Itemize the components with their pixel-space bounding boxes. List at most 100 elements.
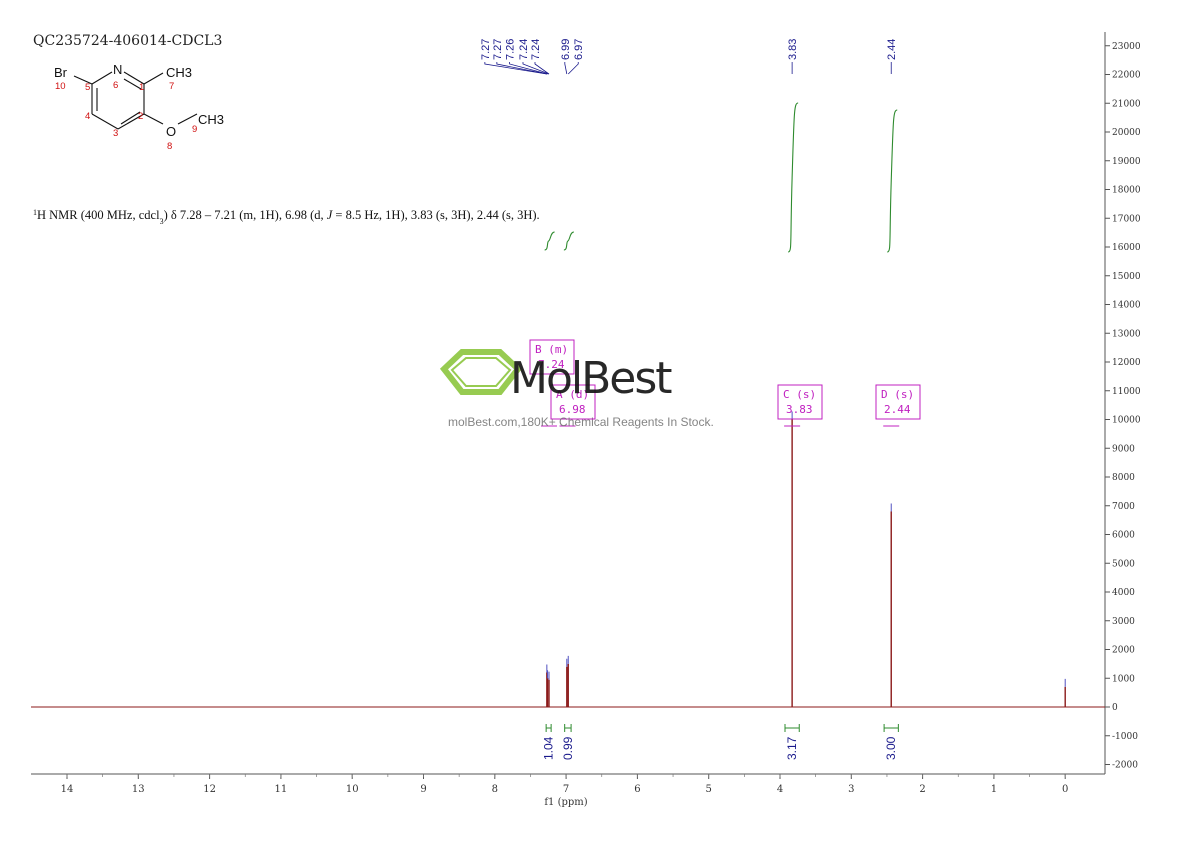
y-tick-label: 7000: [1112, 502, 1135, 512]
watermark-logo-inner-icon: [450, 357, 512, 387]
multiplet-letter: D (s): [881, 388, 914, 401]
x-tick-label: 13: [132, 784, 145, 795]
integral-value: 1.04: [542, 736, 556, 760]
y-tick-label: 23000: [1112, 42, 1141, 52]
description-italic: J: [327, 208, 334, 222]
atom-n: N: [113, 62, 122, 77]
x-tick-label: 5: [706, 784, 712, 795]
description-part2: ) δ 7.28 – 7.21 (m, 1H), 6.98 (d,: [164, 208, 327, 222]
y-tick-label: 14000: [1112, 301, 1141, 311]
atom-number-8: 8: [167, 141, 172, 152]
x-tick-label: 7: [563, 784, 569, 795]
y-tick-label: 3000: [1112, 617, 1135, 627]
y-tick-label: 0: [1112, 703, 1118, 713]
integral-value: 0.99: [561, 736, 575, 760]
y-tick-label: 21000: [1112, 99, 1141, 109]
y-tick-label: 12000: [1112, 358, 1141, 368]
integral-curve: [787, 102, 799, 253]
peak-label-leader: [509, 62, 548, 75]
multiplet-shift: 2.44: [884, 403, 911, 416]
peak-shift-label: 7.26: [505, 39, 517, 60]
integral-value: 3.17: [785, 736, 799, 760]
x-tick-label: 0: [1062, 784, 1068, 795]
molecule-structure: Br N CH3 O CH3 10 5 6 1 7 4 3 2 8 9: [54, 62, 224, 152]
integral-curve: [563, 231, 575, 251]
peak-shift-label: 7.27: [492, 39, 504, 60]
y-tick-label: 6000: [1112, 531, 1135, 541]
y-tick-label: -1000: [1112, 732, 1138, 742]
peak-shift-label: 7.24: [530, 39, 542, 60]
integral-curve: [544, 231, 555, 251]
integral-curve: [887, 109, 898, 253]
sample-title: QC235724-406014-CDCL3: [33, 33, 222, 49]
description-sup: 1: [33, 208, 37, 217]
multiplet-boxes: B (m) 7.24 A (d) 6.98 C (s) 3.83 D (s) 2.44: [529, 339, 921, 427]
y-tick-label: 11000: [1112, 387, 1141, 397]
atom-br: Br: [54, 65, 68, 80]
peak-labels: 7.27 7.27 7.26 7.24 7.24 6.99 6.97 3.83 2.44: [480, 39, 898, 75]
peak-label-leader: [484, 62, 547, 75]
peak-label-leader: [567, 62, 579, 75]
atom-number-10: 10: [55, 81, 66, 92]
peak-label-leader: [534, 62, 550, 75]
watermark-brand: MolBest: [510, 353, 672, 404]
peak-label-leader: [522, 62, 550, 75]
peak-shift-label: 2.44: [886, 39, 898, 60]
y-tick-label: 4000: [1112, 588, 1135, 598]
y-tick-label: 9000: [1112, 444, 1135, 454]
multiplet-letter: C (s): [783, 388, 816, 401]
x-tick-label: 11: [275, 784, 288, 795]
multiplet-letter: B (m): [535, 343, 568, 356]
x-tick-label: 9: [420, 784, 426, 795]
multiplet-box: [875, 384, 921, 420]
description-part3: = 8.5 Hz, 1H), 3.83 (s, 3H), 2.44 (s, 3H…: [332, 208, 539, 222]
peak-label-leader: [496, 62, 547, 75]
multiplet-shift: 6.98: [559, 403, 586, 416]
description-sub: 3: [160, 217, 164, 226]
x-tick-label: 12: [203, 784, 216, 795]
x-axis: 14 13 12 11 10 9 8 7 6 5 4 3 2 1 0 f1 (ppm): [31, 773, 1105, 808]
peak-shift-label: 7.24: [518, 39, 530, 60]
integral-curves: 1.04 0.99 3.17 3.00: [542, 102, 899, 760]
atom-ch3-bottom: CH3: [198, 112, 224, 127]
x-axis-label: f1 (ppm): [544, 797, 587, 808]
y-tick-label: 13000: [1112, 329, 1141, 339]
y-tick-label: 10000: [1112, 416, 1141, 426]
y-tick-label: 15000: [1112, 272, 1141, 282]
y-tick-label: 19000: [1112, 157, 1141, 167]
x-tick-label: 1: [991, 784, 997, 795]
nmr-description: 1H NMR (400 MHz, cdcl3) δ 7.28 – 7.21 (m…: [33, 208, 540, 226]
description-main: H NMR (400 MHz, cdcl: [37, 208, 160, 222]
multiplet-box: [550, 384, 596, 420]
atom-number-7: 7: [169, 81, 174, 92]
spectrum-trace: [31, 411, 1105, 708]
y-tick-label: 16000: [1112, 243, 1141, 253]
atom-number-4: 4: [85, 111, 90, 122]
molecule-bonds: [73, 71, 198, 130]
y-tick-label: 22000: [1112, 71, 1141, 81]
atom-number-9: 9: [192, 124, 197, 135]
peak-shift-label: 6.97: [573, 39, 585, 60]
multiplet-box: [529, 339, 575, 375]
y-tick-label: 8000: [1112, 473, 1135, 483]
atom-number-6: 6: [113, 80, 118, 91]
multiplet-letter: A (d): [556, 388, 589, 401]
multiplet-shift: 3.83: [786, 403, 813, 416]
watermark: MolBest molBest.com,180K+ Chemical Reage…: [439, 349, 714, 429]
atom-number-2: 2: [138, 111, 143, 122]
y-tick-label: 5000: [1112, 559, 1135, 569]
atom-number-1: 1: [139, 82, 144, 93]
multiplet-box: [777, 384, 823, 420]
atom-ch3-top: CH3: [166, 65, 192, 80]
atom-o: O: [166, 124, 176, 139]
atom-number-3: 3: [113, 128, 118, 139]
y-tick-label: 17000: [1112, 214, 1141, 224]
y-axis: 2300022000210002000019000180001700016000…: [1104, 32, 1141, 774]
atom-number-5: 5: [85, 82, 90, 93]
x-tick-label: 14: [61, 784, 74, 795]
x-tick-label: 3: [848, 784, 854, 795]
watermark-tagline: molBest.com,180K+ Chemical Reagents In S…: [448, 415, 714, 429]
y-tick-label: 1000: [1112, 674, 1135, 684]
x-tick-label: 4: [777, 784, 783, 795]
